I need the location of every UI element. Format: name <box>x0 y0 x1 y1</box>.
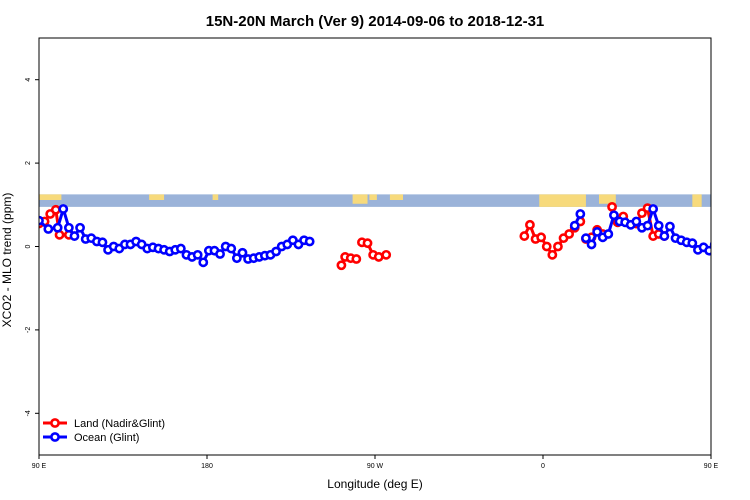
chart-title: 15N-20N March (Ver 9) 2014-09-06 to 2018… <box>206 13 545 30</box>
data-point <box>519 231 530 241</box>
y-tick-label: 4 <box>25 78 32 82</box>
x-tick-label: 90 W <box>367 463 384 470</box>
legend-marker <box>50 432 60 442</box>
y-axis: -4 -2 0 2 4 <box>25 78 39 416</box>
y-tick-label: -2 <box>25 327 32 333</box>
data-point <box>665 221 675 232</box>
data-point <box>69 231 80 241</box>
data-point <box>525 219 535 230</box>
data-point <box>586 239 597 250</box>
land-mass <box>352 194 368 204</box>
data-point <box>198 257 209 268</box>
data-point <box>637 208 647 219</box>
data-point <box>709 241 711 248</box>
data-point <box>648 204 659 214</box>
data-point <box>175 243 186 254</box>
data-point <box>75 222 85 233</box>
data-point <box>381 249 392 260</box>
data-point <box>569 220 580 231</box>
data-point <box>575 209 586 219</box>
data-point <box>607 201 617 212</box>
x-axis-label: Longitude (deg E) <box>327 477 422 491</box>
x-tick-label: 0 <box>541 463 545 470</box>
y-tick-label: -4 <box>25 410 32 416</box>
data-point <box>351 254 362 264</box>
land-mass <box>389 194 403 201</box>
data-point <box>536 232 547 243</box>
data-point <box>592 227 603 237</box>
series-land <box>39 201 670 271</box>
data-point <box>687 238 698 249</box>
data-point <box>237 247 248 258</box>
land-mass <box>599 194 616 204</box>
land-mass <box>369 194 377 201</box>
land-mass <box>539 194 586 207</box>
data-point <box>717 241 724 248</box>
land-mass <box>212 194 219 201</box>
legend-label: Land (Nadir&Glint) <box>74 418 165 430</box>
data-point <box>722 238 729 245</box>
data-point <box>52 222 63 233</box>
data-point <box>226 243 237 254</box>
data-point <box>215 249 225 259</box>
data-point <box>653 220 664 231</box>
data-point <box>50 204 61 215</box>
data-point <box>603 229 614 239</box>
data-point <box>631 216 642 227</box>
series-ocean <box>39 203 729 268</box>
y-axis-label: XCO2 - MLO trend (ppm) <box>0 193 14 328</box>
legend: Land (Nadir&Glint) Ocean (Glint) <box>43 418 165 444</box>
data-point <box>231 253 242 264</box>
legend-marker <box>50 418 60 428</box>
data-point <box>541 241 552 252</box>
x-tick-label: 90 E <box>704 463 719 470</box>
data-point <box>63 222 74 233</box>
land-mass <box>692 194 702 207</box>
data-point <box>553 241 563 252</box>
data-point <box>609 210 619 221</box>
data-point <box>362 238 373 249</box>
land-mass <box>741 194 747 200</box>
data-point <box>547 249 558 260</box>
data-point <box>97 237 108 248</box>
data-point <box>336 260 347 271</box>
data-point <box>43 224 54 234</box>
data-point <box>581 233 591 244</box>
y-tick-label: 0 <box>25 244 32 248</box>
land-mass <box>149 194 165 201</box>
data-point <box>304 236 315 247</box>
x-axis: 90 E 180 90 W 0 90 E <box>32 455 719 470</box>
x-tick-label: 90 E <box>32 463 47 470</box>
data-point <box>373 252 384 262</box>
y-tick-label: 2 <box>25 161 32 165</box>
data-point <box>564 229 575 239</box>
data-point <box>58 204 69 214</box>
data-point <box>642 220 653 231</box>
land-mass <box>711 194 726 203</box>
data-point <box>271 246 281 257</box>
plot-area <box>39 194 747 271</box>
data-point <box>704 245 711 256</box>
data-point <box>192 249 203 260</box>
land-mass <box>39 194 62 201</box>
x-tick-label: 180 <box>201 463 213 470</box>
data-point <box>659 231 670 241</box>
legend-label: Ocean (Glint) <box>74 432 139 444</box>
